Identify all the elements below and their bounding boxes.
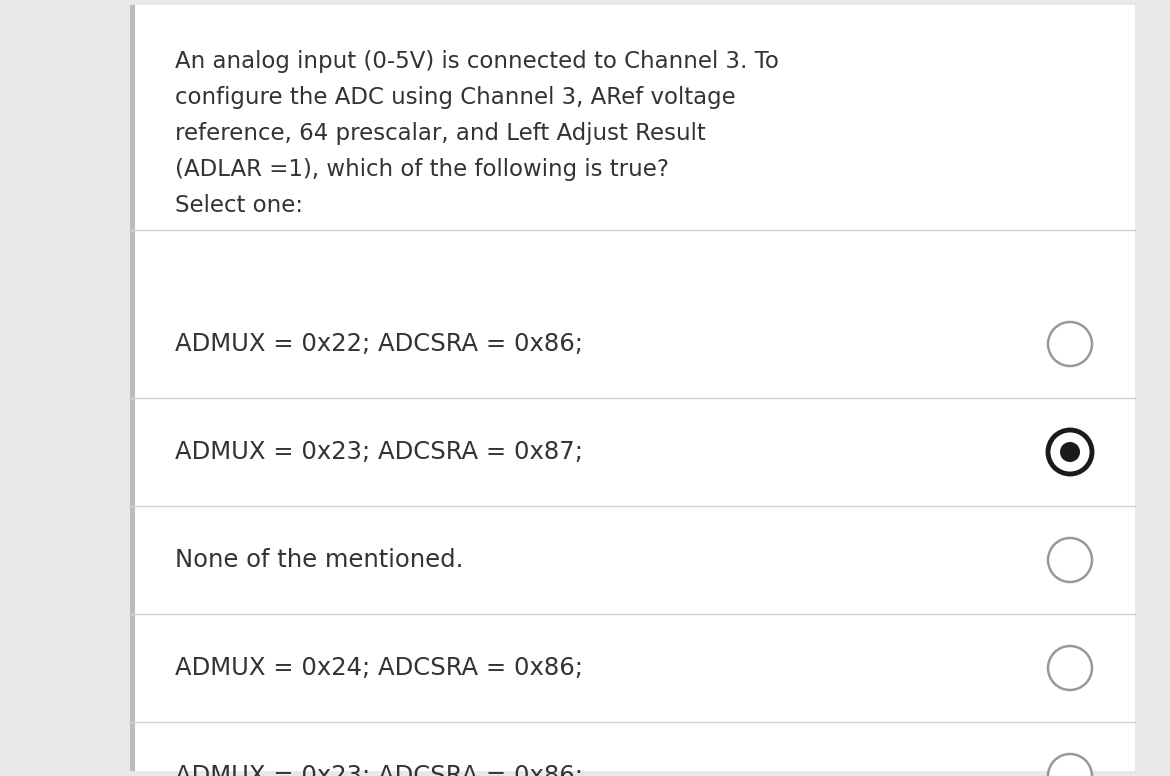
Bar xyxy=(130,5,135,771)
Text: An analog input (0-5V) is connected to Channel 3. To: An analog input (0-5V) is connected to C… xyxy=(176,50,779,73)
Text: Select one:: Select one: xyxy=(176,194,303,217)
Ellipse shape xyxy=(1048,646,1092,690)
Ellipse shape xyxy=(1048,430,1092,474)
Ellipse shape xyxy=(1048,754,1092,776)
Text: ADMUX = 0x24; ADCSRA = 0x86;: ADMUX = 0x24; ADCSRA = 0x86; xyxy=(176,656,583,680)
Ellipse shape xyxy=(1048,538,1092,582)
Text: configure the ADC using Channel 3, ARef voltage: configure the ADC using Channel 3, ARef … xyxy=(176,86,736,109)
Text: ADMUX = 0x22; ADCSRA = 0x86;: ADMUX = 0x22; ADCSRA = 0x86; xyxy=(176,332,583,356)
Ellipse shape xyxy=(1060,442,1080,462)
Text: ADMUX = 0x23; ADCSRA = 0x86;: ADMUX = 0x23; ADCSRA = 0x86; xyxy=(176,764,583,776)
Text: None of the mentioned.: None of the mentioned. xyxy=(176,548,463,572)
Ellipse shape xyxy=(1048,322,1092,366)
Text: ADMUX = 0x23; ADCSRA = 0x87;: ADMUX = 0x23; ADCSRA = 0x87; xyxy=(176,440,583,464)
Text: (ADLAR =1), which of the following is true?: (ADLAR =1), which of the following is tr… xyxy=(176,158,669,181)
Text: reference, 64 prescalar, and Left Adjust Result: reference, 64 prescalar, and Left Adjust… xyxy=(176,122,706,145)
Bar xyxy=(130,5,1135,771)
